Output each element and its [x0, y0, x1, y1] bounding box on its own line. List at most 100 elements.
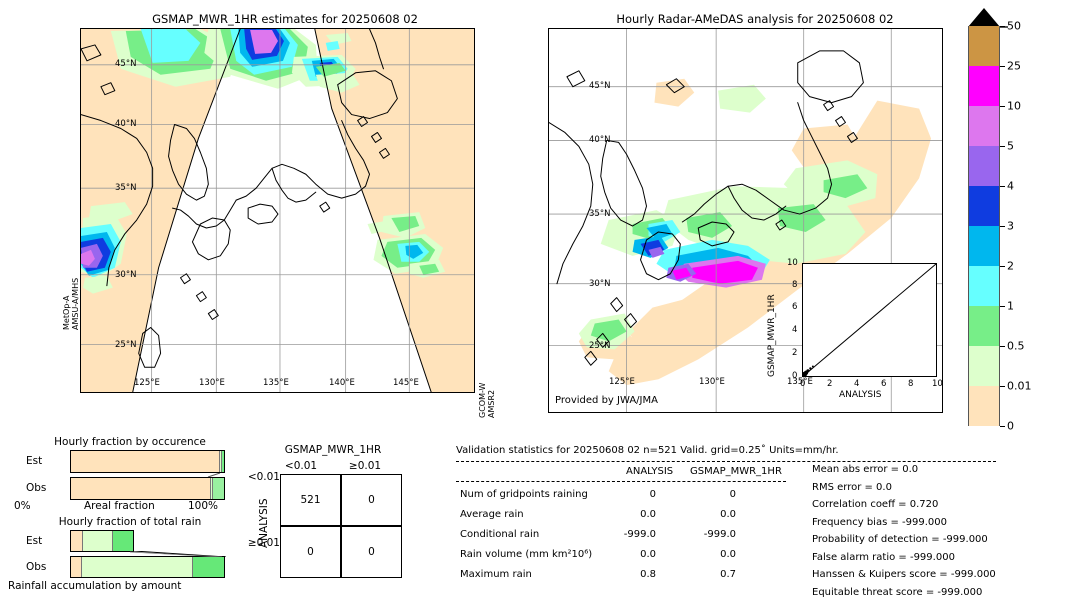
colorbar-label-50: 50	[1007, 19, 1021, 33]
colorbar-segment-4	[968, 186, 1000, 226]
scatter-xtick-8: 8	[908, 379, 914, 389]
right-map-lon-125: 125°E	[609, 377, 635, 387]
left-map-lon-140: 140°E	[329, 378, 355, 388]
amt-est-segment-0	[71, 531, 84, 551]
occ-est-segment-2	[222, 451, 224, 472]
colorbar-segment-8	[968, 346, 1000, 386]
scatter-canvas	[803, 264, 936, 377]
validation-row-analysis-0: 0	[649, 489, 656, 500]
validation-row-analysis-2: -999.0	[623, 529, 656, 540]
contingency-row-header-1: ≥0.01	[247, 537, 280, 549]
colorbar-label-0.5: 0.5	[1007, 339, 1025, 353]
amount-row-label-est: Est	[26, 535, 43, 547]
contingency-cell-0-0: 521	[280, 474, 341, 526]
colorbar-tick-5	[1000, 226, 1005, 227]
amount-connector	[129, 551, 227, 557]
occurrence-axis-label: Areal fraction	[84, 500, 155, 512]
colorbar-segment-6	[968, 266, 1000, 306]
contingency-row-header-0: <0.01	[247, 471, 280, 483]
left-map-lon-135: 135°E	[263, 378, 289, 388]
colorbar-tick-0	[1000, 26, 1005, 27]
contingency-col-header-0: <0.01	[284, 460, 318, 472]
colorbar-tick-2	[1000, 106, 1005, 107]
scatter-inset-plot[interactable]	[802, 263, 937, 377]
colorbar-segment-0	[968, 26, 1000, 66]
amount-axis-label: Rainfall accumulation by amount	[8, 580, 182, 592]
colorbar-segment-1	[968, 66, 1000, 106]
validation-row-name-1: Average rain	[460, 509, 524, 520]
colorbar-tick-8	[1000, 346, 1005, 347]
validation-metric-1: RMS error = 0.0	[812, 481, 892, 493]
left-map-lon-145: 145°E	[393, 378, 419, 388]
validation-divider-mid	[456, 481, 786, 482]
validation-row-analysis-4: 0.8	[640, 569, 656, 580]
right-map-lat-35: 35°N	[589, 209, 611, 219]
validation-divider-top	[456, 461, 996, 462]
colorbar-tick-7	[1000, 306, 1005, 307]
occ-obs-segment-0	[71, 478, 211, 499]
colorbar-segment-3	[968, 146, 1000, 186]
gcom-sensor-text: GCOM-W AMSR2	[478, 382, 496, 418]
scatter-ytick-8: 8	[792, 280, 798, 290]
scatter-xtick-10: 10	[932, 379, 943, 389]
amt-obs-segment-1	[81, 557, 194, 577]
colorbar-segment-9	[968, 386, 1000, 426]
validation-metric-3: Frequency bias = -999.000	[812, 516, 947, 528]
right-map-lat-30: 30°N	[589, 279, 611, 289]
occurrence-row-label-obs: Obs	[26, 482, 47, 494]
left-map-canvas	[81, 29, 474, 392]
validation-row-product-4: 0.7	[720, 569, 736, 580]
amount-row-label-obs: Obs	[26, 561, 47, 573]
left-map-lat-35: 35°N	[115, 183, 137, 193]
validation-metric-4: Probability of detection = -999.000	[812, 534, 988, 545]
scatter-xtick-4: 4	[854, 379, 860, 389]
occ-est-segment-1	[220, 451, 223, 472]
validation-metric-2: Correlation coeff = 0.720	[812, 499, 939, 510]
precipitation-colorbar[interactable]: 50 25 10 5 4 3 2 1 0.5 0.01 0	[968, 8, 1032, 433]
colorbar-label-5: 5	[1007, 139, 1014, 153]
scatter-ytick-10: 10	[787, 258, 798, 268]
left-map-lat-40: 40°N	[115, 119, 137, 129]
scatter-ytick-2: 2	[792, 348, 798, 358]
validation-row-name-4: Maximum rain	[460, 569, 532, 580]
colorbar-segments	[968, 26, 1008, 426]
left-map-lon-125: 125°E	[134, 378, 160, 388]
validation-row-product-2: -999.0	[703, 529, 736, 540]
left-map-lat-30: 30°N	[115, 270, 137, 280]
validation-header: Validation statistics for 20250608 02 n=…	[456, 445, 839, 456]
amt-est-segment-2	[112, 531, 133, 551]
contingency-cell-1-0: 0	[280, 526, 341, 578]
colorbar-label-2: 2	[1007, 259, 1014, 273]
validation-col-header-analysis: ANALYSIS	[626, 466, 674, 477]
colorbar-label-0: 0	[1007, 419, 1014, 433]
left-map-lat-25: 25°N	[115, 340, 137, 350]
colorbar-tick-1	[1000, 66, 1005, 67]
contingency-col-title: GSMAP_MWR_1HR	[284, 444, 382, 456]
colorbar-tick-10	[1000, 426, 1005, 427]
right-map-lat-25: 25°N	[589, 341, 611, 351]
left-panel-title: GSMAP_MWR_1HR estimates for 20250608 02	[152, 12, 418, 26]
occ-obs-segment-2	[213, 478, 224, 499]
validation-metric-7: Equitable threat score = -999.000	[812, 586, 983, 598]
colorbar-label-0.01: 0.01	[1007, 379, 1032, 393]
validation-row-product-0: 0	[729, 489, 736, 500]
occurrence-axis-min: 0%	[14, 500, 31, 512]
colorbar-segment-5	[968, 226, 1000, 266]
amount-bar-obs[interactable]	[70, 556, 225, 578]
colorbar-segment-7	[968, 306, 1000, 346]
scatter-xtick-0: 0	[800, 379, 806, 389]
contingency-cell-1-1: 0	[341, 526, 402, 578]
right-map-lon-135: 135°E	[787, 377, 813, 387]
occurrence-bar-est[interactable]	[70, 450, 225, 473]
amount-bar-est[interactable]	[70, 530, 134, 552]
scatter-xtick-6: 6	[881, 379, 887, 389]
validation-row-name-0: Num of gridpoints raining	[460, 489, 588, 500]
validation-row-name-3: Rain volume (mm km²10⁶)	[460, 549, 593, 560]
right-map-lat-45: 45°N	[589, 81, 611, 91]
occurrence-row-label-est: Est	[26, 455, 43, 467]
radar-amedas-analysis-map[interactable]: 45°N 40°N 35°N 30°N 25°N 125°E 130°E 135…	[548, 28, 943, 413]
contingency-cell-0-1: 0	[341, 474, 402, 526]
contingency-col-header-1: ≥0.01	[348, 460, 382, 472]
occurrence-bar-obs[interactable]	[70, 477, 225, 500]
gsmap-estimate-map[interactable]: 45°N 40°N 35°N 30°N 25°N 125°E 130°E 135…	[80, 28, 475, 393]
